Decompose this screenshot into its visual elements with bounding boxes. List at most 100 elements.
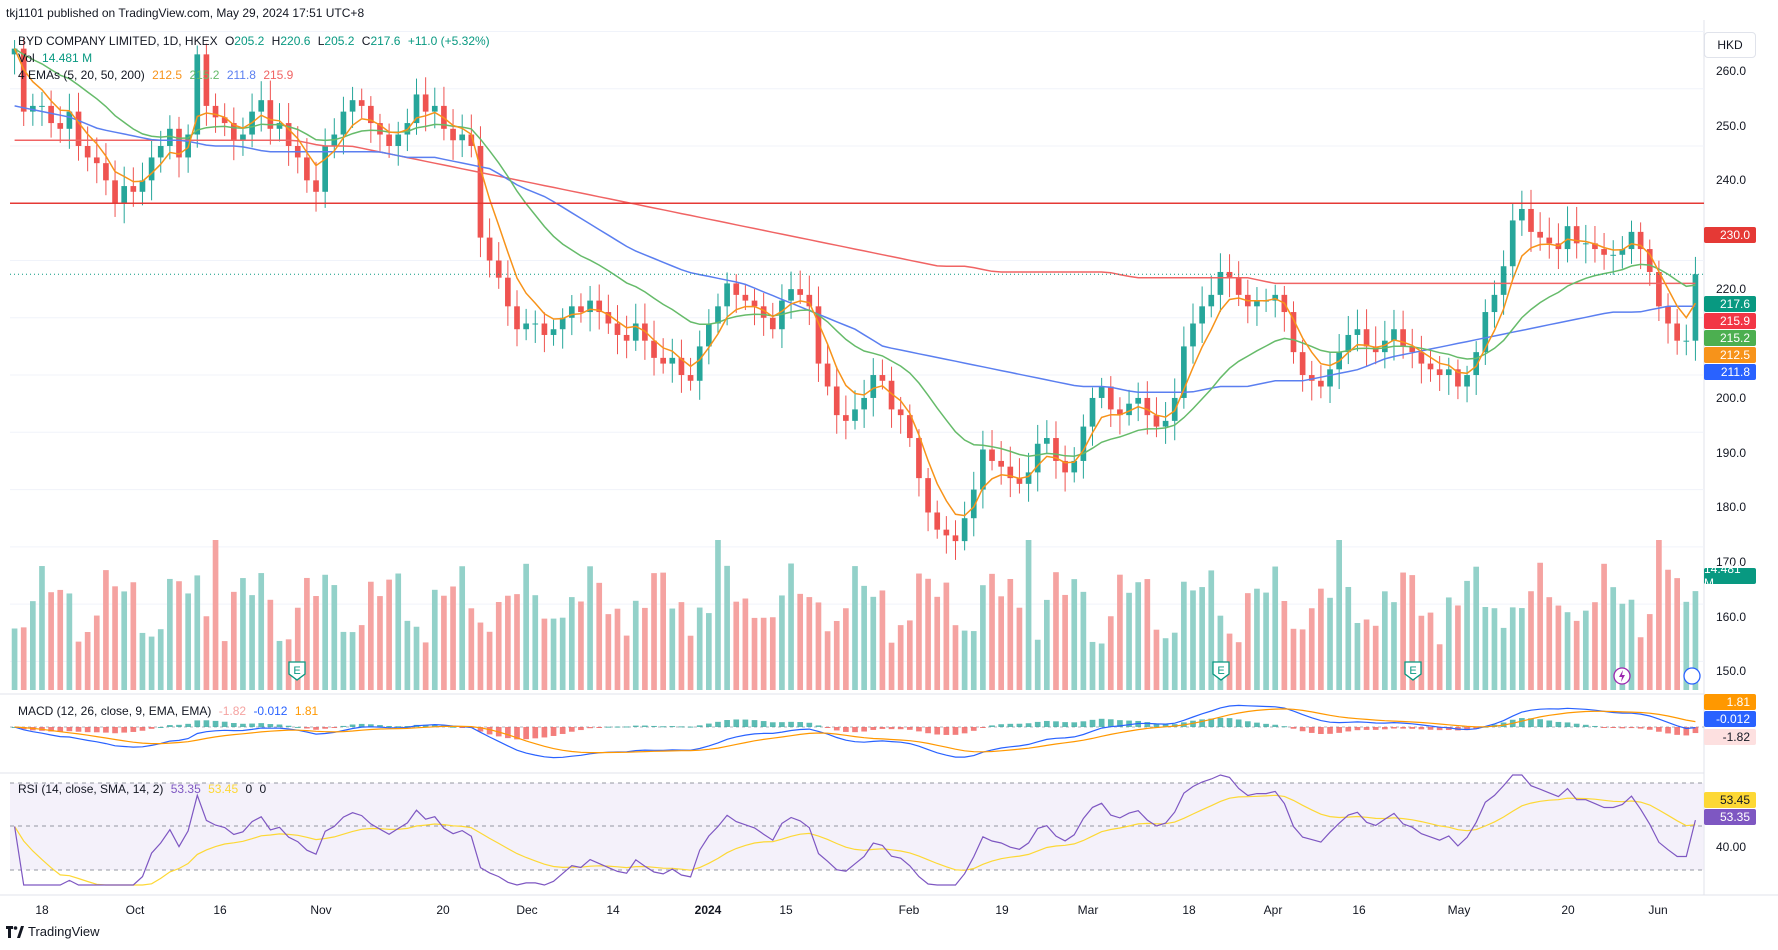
candle-body [1619,249,1626,255]
x-tick-jun: Jun [1648,903,1668,917]
candle-body [1628,231,1635,250]
macd-histogram-bar [724,720,730,727]
tag-resistance: 230.0 [1704,227,1756,243]
candle-body [1144,397,1151,416]
macd-histogram-bar [121,727,128,733]
volume-bar [121,591,128,690]
candle-body [368,105,374,124]
volume-bar [84,632,91,690]
y-tick-180: 180.0 [1716,500,1747,514]
volume-bar [1683,601,1690,690]
tag-rsi-sma: 53.45 [1704,792,1756,808]
candle-body [578,306,584,313]
candle-body [1308,375,1315,381]
candle-body [523,323,529,330]
volume-bar [998,596,1004,690]
volume-bar [431,589,438,690]
candle-body [1656,271,1662,307]
volume-bar [386,579,392,690]
macd-histogram-bar [1427,727,1434,730]
volume-bar [413,626,420,690]
tag-volume: 14.481 M [1704,562,1756,590]
x-tick-mar: Mar [1077,903,1099,917]
candle-body [788,289,794,301]
candle-body [888,380,895,410]
candle-body [687,375,694,381]
volume-bar [824,631,831,690]
candle-body [103,163,109,181]
x-tick-20nov: 20 [436,903,450,917]
candle-body [194,54,201,135]
macd-histogram-bar [751,720,758,727]
y-tick-200: 200.0 [1716,391,1747,405]
high-value: 220.6 [280,34,311,48]
macd-histogram-bar [1537,719,1543,727]
macd-histogram-bar [660,726,666,728]
macd-histogram-bar [267,724,274,727]
candle-body [861,397,867,410]
macd-histogram-bar [340,725,347,727]
macd-histogram-bar [1226,718,1233,727]
volume-bar [1235,642,1242,690]
macd-histogram-bar [167,725,173,727]
macd-histogram-bar [587,727,593,729]
volume-bar [669,608,676,690]
candle-body [1126,403,1132,416]
macd-histogram-bar [706,723,712,727]
volume-bar [1674,578,1680,690]
macd-histogram-bar [623,726,630,728]
volume-bar [1062,594,1068,690]
macd-histogram-bar [1382,727,1388,730]
volume-bar [139,632,146,690]
flash-icon-bolt [1619,670,1625,682]
candle-body [1500,266,1507,295]
volume-bar [130,582,137,690]
macd-histogram-bar [1683,727,1690,736]
macd-histogram-bar [1363,727,1370,730]
currency-button[interactable]: HKD [1704,32,1756,58]
candle-body [1162,420,1169,427]
macd-histogram-bar [258,723,265,727]
volume-bar [1263,592,1269,690]
candle-body [1254,300,1260,307]
volume-bar [660,572,666,690]
volume-bar [706,613,712,690]
macd-histogram-bar [568,727,575,732]
macd-histogram-bar [614,726,621,728]
volume-bar [815,602,822,690]
candle-body [1418,352,1425,364]
volume-bar [422,642,429,690]
volume-bar [1409,575,1416,690]
macd-histogram-bar [788,721,794,727]
volume-bar [377,596,383,690]
volume-bar [258,573,265,690]
macd-histogram-bar [1199,719,1205,727]
candle-body [1226,271,1233,278]
volume-bar [349,632,356,690]
macd-histogram-bar [961,727,968,734]
macd-histogram-bar [861,727,867,732]
macd-histogram-bar [815,725,822,727]
candle-body [121,186,128,204]
x-tick-18sep: 18 [35,903,49,917]
volume-bar [632,600,639,690]
candle-body [980,449,986,490]
tag-macd-line: -0.012 [1704,711,1756,727]
candle-body [422,94,429,112]
volume-bar [441,595,447,690]
volume-bar [395,573,402,690]
candle-body [587,300,593,313]
candle-body [870,375,877,398]
volume-bar [1491,608,1498,690]
volume-bar [1327,597,1333,690]
macd-histogram-bar [1473,727,1480,729]
volume-bar [952,625,959,690]
x-tick-2024: 2024 [694,903,722,917]
candle-body [843,415,849,421]
candle-body [450,128,456,141]
candle-body [1455,369,1461,387]
footer-brand[interactable]: TradingView [6,924,100,939]
macd-histogram-bar [550,727,557,736]
volume-bar [970,631,977,690]
